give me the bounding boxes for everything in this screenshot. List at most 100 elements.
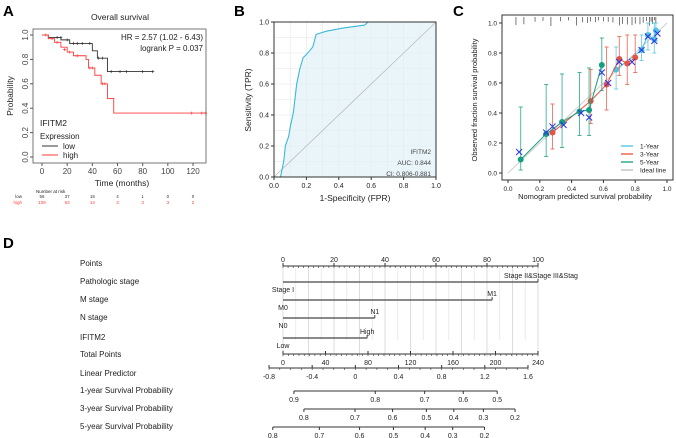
label-clip <box>584 270 676 282</box>
censor-mark-low <box>124 70 128 74</box>
error-bar-5-Year <box>560 73 565 148</box>
tick-label: 0.7 <box>420 397 430 404</box>
x-tick-label: 0.4 <box>567 186 576 193</box>
tick-label: 0.4 <box>420 433 430 438</box>
tick-label: 200 <box>490 360 502 367</box>
x-tick-label: 0.6 <box>599 186 608 193</box>
row-label: N stage <box>80 313 108 322</box>
y-tick-label: 0.4 <box>21 102 30 114</box>
level-label: Low <box>277 343 291 350</box>
y-tick-label: 0.4 <box>488 111 497 118</box>
tick-label: 0.2 <box>510 415 520 422</box>
tick-label: 1.2 <box>480 374 490 381</box>
censor-mark-high <box>55 40 59 44</box>
risk-value: 3 <box>116 200 119 205</box>
censor-mark-high <box>103 82 107 86</box>
legend-label-1-Year: 1-Year <box>640 144 660 151</box>
tick-label: 0.8 <box>268 433 278 438</box>
risk-value: 53 <box>65 200 71 205</box>
tick-label: 0.4 <box>394 374 404 381</box>
censor-mark-low <box>65 38 69 42</box>
bias-corrected-cross <box>598 69 606 76</box>
error-bar-5-Year <box>577 72 582 136</box>
calibration-point-3-Year <box>624 60 631 67</box>
legend-label-3-Year: 3-Year <box>640 152 660 159</box>
plot-frame <box>32 28 207 164</box>
calibration-point-1-Year <box>644 32 651 38</box>
tick-label: 60 <box>432 257 440 264</box>
censor-mark-low <box>71 42 75 46</box>
censor-mark-low <box>151 70 155 74</box>
row-label: Pathologic stage <box>80 277 140 286</box>
bias-corrected-cross <box>577 109 585 117</box>
bias-corrected-cross <box>560 121 568 129</box>
calibration-point-3-Year <box>549 129 556 136</box>
bias-corrected-cross <box>515 148 523 156</box>
panel-label-b: B <box>234 3 245 20</box>
tick-label: 0.6 <box>355 433 365 438</box>
tick-label: 40 <box>381 257 389 264</box>
censor-mark-high <box>200 111 204 115</box>
censor-mark-low <box>75 42 79 46</box>
tick-label: 0.7 <box>350 415 360 422</box>
y-tick-label: 0.8 <box>21 53 30 65</box>
calibration-point-5-Year <box>543 131 550 137</box>
y-axis-label: Probability <box>5 75 15 115</box>
bias-corrected-cross <box>638 46 645 54</box>
x-tick-label: 0.0 <box>503 186 512 193</box>
x-tick-label: 0 <box>40 167 45 176</box>
tick-label: 100 <box>532 257 544 264</box>
censor-mark-high <box>63 48 67 52</box>
x-axis-label: 1-Specificity (FPR) <box>320 193 391 203</box>
row-label: Points <box>80 259 102 268</box>
level-label: Stage I <box>272 287 294 294</box>
error-bar-5-Year <box>544 84 549 157</box>
risk-value: 56 <box>39 194 45 199</box>
tick-label: 0 <box>281 257 285 264</box>
bias-corrected-cross <box>654 30 661 37</box>
logrank-annotation: logrank P = 0.037 <box>140 44 203 53</box>
tick-label: 240 <box>532 360 544 367</box>
error-bar-3-Year <box>625 34 630 85</box>
risk-table-title: Number at risk <box>36 189 66 194</box>
tick-label: 0.7 <box>314 433 324 438</box>
row-label: 1-year Survival Probability <box>80 386 173 395</box>
km-curve-high <box>42 34 207 114</box>
bias-corrected-cross <box>604 79 612 87</box>
x-tick-label: 0.2 <box>535 186 544 193</box>
risk-value: 109 <box>38 200 46 205</box>
tick-label: 120 <box>405 360 417 367</box>
tick-label: 0.6 <box>458 397 468 404</box>
censor-mark-high <box>100 82 104 86</box>
panel-label-a: A <box>3 3 14 20</box>
x-tick-label: 80 <box>138 167 147 176</box>
risk-value: 3 <box>167 200 170 205</box>
tick-label: -0.4 <box>306 374 318 381</box>
risk-value: 0 <box>167 194 170 199</box>
calibration-point-3-Year <box>632 54 639 61</box>
level-label: M0 <box>278 305 288 312</box>
calibration-plot: 0.0 0.2 0.4 0.6 0.8 1.0 0.0 0.2 0.4 0.6 0.8 1.0 Nomo… <box>470 14 674 201</box>
tick-label: 0.5 <box>389 433 399 438</box>
x-tick-label: 100 <box>161 167 175 176</box>
x-tick-label: 1.0 <box>431 183 441 190</box>
row-label: Total Points <box>80 350 121 359</box>
tick-label: 0.2 <box>480 433 490 438</box>
bias-corrected-cross <box>644 33 652 40</box>
panel-label-c: C <box>453 3 464 20</box>
censor-mark-high <box>50 37 54 41</box>
bias-corrected-cross <box>585 114 593 121</box>
calibration-point-1-Year <box>652 27 659 34</box>
risk-value: 0 <box>192 194 195 199</box>
legend-label-Ideal line: Ideal line <box>640 168 666 175</box>
y-tick-label: 1.0 <box>259 20 269 27</box>
hr-annotation: HR = 2.57 (1.02 - 6.43) <box>121 33 203 42</box>
bias-corrected-cross <box>542 129 550 136</box>
x-tick-label: 0.4 <box>334 183 344 190</box>
x-tick-label: 60 <box>113 167 122 176</box>
tick-label: 0.9 <box>289 397 299 404</box>
risk-value: 3 <box>141 200 144 205</box>
roc-annotation: AUC: 0.844 <box>397 160 431 167</box>
